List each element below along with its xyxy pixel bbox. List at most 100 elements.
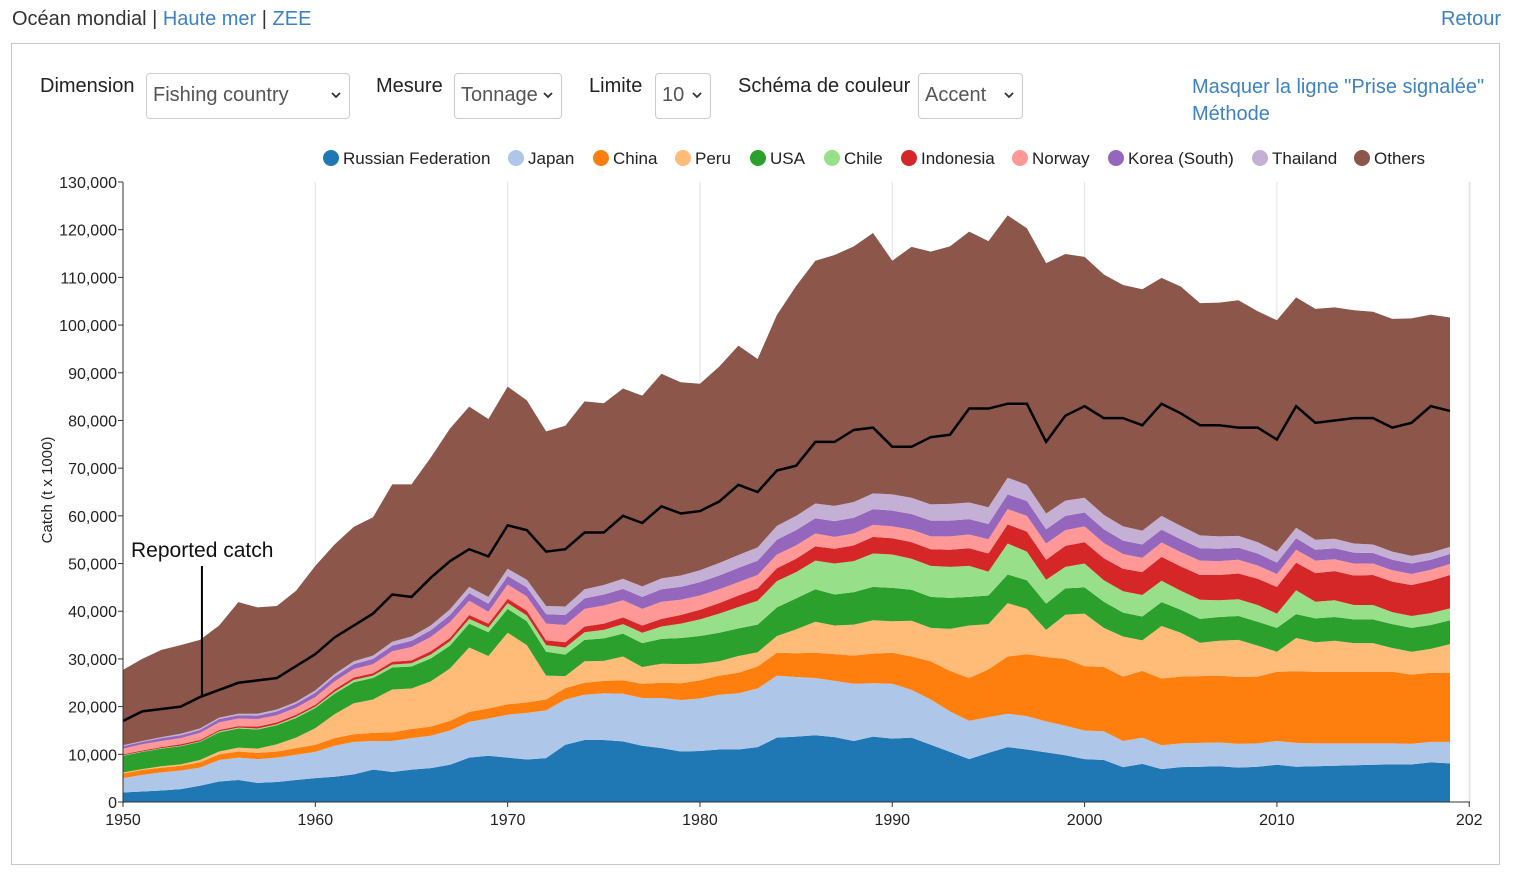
legend-item[interactable]: China xyxy=(593,149,658,168)
limit-label: Limite xyxy=(589,75,643,97)
method-link[interactable]: Méthode xyxy=(1192,103,1270,125)
legend-item[interactable]: Others xyxy=(1354,149,1425,168)
dimension-select[interactable]: Fishing country xyxy=(146,73,350,119)
x-tick-label: 1980 xyxy=(682,812,718,829)
legend-label: Korea (South) xyxy=(1128,149,1234,168)
legend-label: USA xyxy=(770,149,806,168)
y-tick-label: 30,000 xyxy=(68,652,117,669)
stacked-areas: Reported catch xyxy=(122,215,1451,802)
y-tick-label: 40,000 xyxy=(68,604,117,621)
circle-icon xyxy=(750,150,766,166)
y-tick-label: 80,000 xyxy=(68,413,117,430)
y-tick-label: 20,000 xyxy=(68,700,117,717)
circle-icon xyxy=(323,150,339,166)
y-tick-label: 0 xyxy=(108,795,117,812)
legend-label: Russian Federation xyxy=(343,149,490,168)
measure-value: Tonnage xyxy=(461,84,538,106)
circle-icon xyxy=(1252,150,1268,166)
y-tick-label: 110,000 xyxy=(60,270,117,287)
high-seas-link[interactable]: Haute mer xyxy=(162,8,257,30)
chevron-down-icon xyxy=(692,92,702,99)
area-chile xyxy=(123,543,1450,756)
circle-icon xyxy=(1108,150,1124,166)
legend-item[interactable]: Norway xyxy=(1012,149,1090,168)
chart-axes: 1950 1960 1970 1980 1990 2000 2010 202010,00020… xyxy=(59,175,1483,829)
x-tick-label: 1990 xyxy=(874,812,910,829)
reported-catch-line xyxy=(122,402,1451,723)
area-china xyxy=(123,652,1450,779)
legend-item[interactable]: Russian Federation xyxy=(323,149,490,168)
y-tick-label: 130,000 xyxy=(59,175,117,192)
y-axis-label: Catch (t x 1000) xyxy=(39,437,56,544)
area-others xyxy=(123,215,1450,746)
nav-separator: | xyxy=(146,8,163,30)
legend-label: Indonesia xyxy=(921,149,995,168)
legend-label: Chile xyxy=(844,149,883,168)
back-link[interactable]: Retour xyxy=(1440,8,1501,30)
x-tick-label: 2000 xyxy=(1067,812,1103,829)
eez-link[interactable]: ZEE xyxy=(272,8,312,30)
y-tick-label: 60,000 xyxy=(68,509,117,526)
x-tick-label: 2010 xyxy=(1259,812,1295,829)
limit-value: 10 xyxy=(662,84,685,106)
circle-icon xyxy=(508,150,524,166)
annotation-reported-catch: Reported catch xyxy=(131,539,273,562)
y-tick-label: 70,000 xyxy=(68,461,117,478)
legend-label: Peru xyxy=(695,149,731,168)
measure-select[interactable]: Tonnage xyxy=(454,73,562,119)
x-tick-label: 1970 xyxy=(490,812,526,829)
area-peru xyxy=(123,603,1450,774)
ocean-world-label: Océan mondial xyxy=(12,8,147,30)
legend-label: Thailand xyxy=(1272,149,1337,168)
circle-icon xyxy=(675,150,691,166)
legend-item[interactable]: Thailand xyxy=(1252,149,1337,168)
y-tick-label: 120,000 xyxy=(59,223,117,240)
area-japan xyxy=(123,675,1450,793)
right-links: Masquer la ligne "Prise signalée" Méthod… xyxy=(1192,74,1484,128)
area-usa xyxy=(123,574,1450,773)
legend-label: Japan xyxy=(528,149,574,168)
legend-item[interactable]: Korea (South) xyxy=(1108,149,1234,168)
area-indonesia xyxy=(123,524,1450,756)
measure-label: Mesure xyxy=(376,75,443,97)
dimension-label: Dimension xyxy=(40,75,135,97)
legend-item[interactable]: Indonesia xyxy=(901,149,995,168)
x-tick-label: 1950 xyxy=(105,812,141,829)
chevron-down-icon xyxy=(543,92,553,99)
breadcrumb-nav: Océan mondial | Haute mer | ZEE xyxy=(12,8,311,31)
limit-select[interactable]: 10 xyxy=(655,73,711,119)
area-russian-federation xyxy=(123,735,1450,802)
y-tick-label: 50,000 xyxy=(68,557,117,574)
legend-item[interactable]: Peru xyxy=(675,149,731,168)
color-scheme-value: Accent xyxy=(925,84,987,106)
area-norway xyxy=(123,509,1450,755)
circle-icon xyxy=(593,150,609,166)
nav-separator: | xyxy=(256,8,273,30)
circle-icon xyxy=(1012,150,1028,166)
legend-item[interactable]: Chile xyxy=(824,149,883,168)
y-tick-label: 100,000 xyxy=(59,318,117,335)
y-tick-label: 10,000 xyxy=(68,747,117,764)
dimension-value: Fishing country xyxy=(153,84,289,106)
color-scheme-label: Schéma de couleur xyxy=(738,75,911,97)
legend-label: Others xyxy=(1374,149,1425,168)
y-tick-label: 90,000 xyxy=(68,366,117,383)
circle-icon xyxy=(1354,150,1370,166)
circle-icon xyxy=(901,150,917,166)
circle-icon xyxy=(824,150,840,166)
legend-item[interactable]: USA xyxy=(750,149,806,168)
chevron-down-icon xyxy=(331,92,341,99)
chart-legend: Russian Federation Japan China Peru USA Chile… xyxy=(323,149,1425,168)
legend-item[interactable]: Japan xyxy=(508,149,574,168)
x-tick-label: 202 xyxy=(1456,812,1483,829)
area-thailand xyxy=(123,477,1450,747)
legend-label: Norway xyxy=(1032,149,1090,168)
hide-reported-line-link[interactable]: Masquer la ligne "Prise signalée" xyxy=(1192,76,1485,98)
chart-panel: Dimension Fishing country Mesure Tonnage… xyxy=(11,43,1500,865)
chevron-down-icon xyxy=(1004,92,1014,99)
legend-label: China xyxy=(613,149,658,168)
area-korea-south- xyxy=(123,494,1450,749)
color-scheme-select[interactable]: Accent xyxy=(918,73,1023,119)
x-tick-label: 1960 xyxy=(298,812,334,829)
